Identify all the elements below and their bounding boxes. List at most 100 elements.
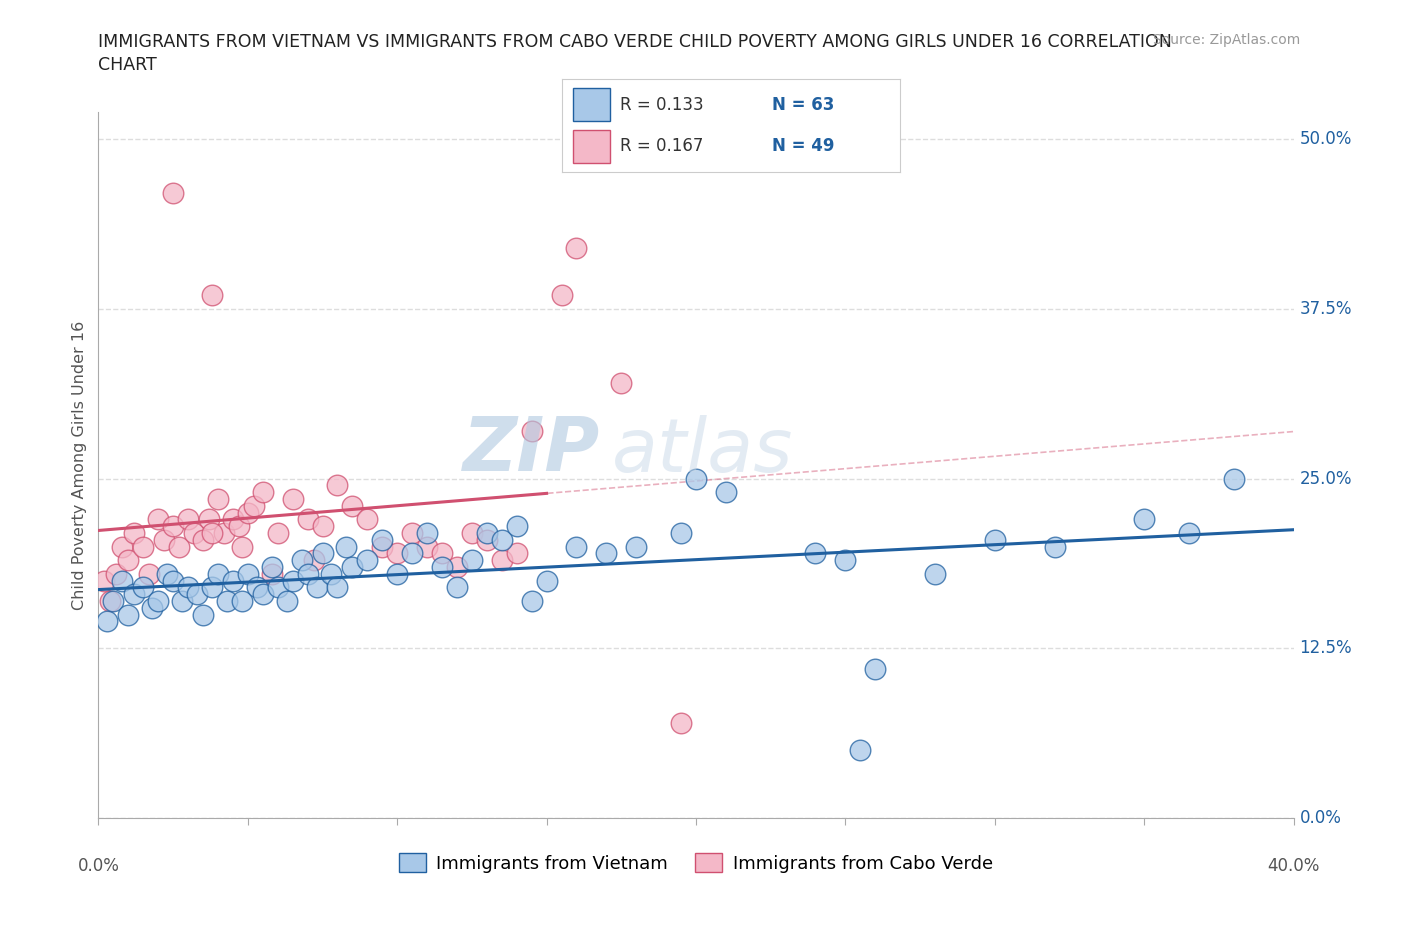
Point: [669, 716, 692, 731]
Point: [281, 573, 304, 588]
Point: [246, 580, 269, 595]
Point: [430, 560, 453, 575]
Point: [416, 525, 439, 540]
Point: [167, 539, 190, 554]
Point: [201, 287, 224, 302]
Point: [506, 546, 529, 561]
Point: [291, 552, 314, 567]
Point: [1043, 539, 1066, 554]
Point: [117, 607, 139, 622]
Point: [610, 376, 633, 391]
Point: [321, 566, 343, 581]
Text: 0.0%: 0.0%: [77, 857, 120, 875]
Point: [401, 546, 423, 561]
Point: [446, 560, 468, 575]
Bar: [572, 88, 610, 121]
Point: [550, 287, 572, 302]
Point: [430, 546, 453, 561]
Point: [96, 614, 118, 629]
Point: [401, 525, 423, 540]
Point: [215, 593, 238, 608]
Point: [132, 539, 155, 554]
Point: [924, 566, 946, 581]
Point: [105, 566, 128, 581]
Point: [177, 580, 200, 595]
Point: [342, 498, 364, 513]
Point: [416, 539, 439, 554]
Point: [536, 573, 558, 588]
Point: [297, 566, 319, 581]
Point: [461, 552, 484, 567]
Point: [1223, 472, 1246, 486]
Point: [138, 566, 160, 581]
Point: [302, 552, 325, 567]
Point: [491, 552, 513, 567]
Point: [281, 492, 304, 507]
Point: [475, 525, 498, 540]
Point: [520, 423, 543, 438]
Point: [117, 552, 139, 567]
Point: [326, 580, 349, 595]
Point: [267, 525, 290, 540]
Point: [153, 532, 176, 547]
Point: [231, 593, 253, 608]
Point: [162, 186, 184, 201]
Point: [124, 587, 146, 602]
Point: [276, 593, 298, 608]
Point: [385, 566, 409, 581]
Point: [162, 519, 184, 534]
Y-axis label: Child Poverty Among Girls Under 16: Child Poverty Among Girls Under 16: [72, 320, 87, 610]
Point: [446, 580, 468, 595]
Point: [984, 532, 1007, 547]
Legend: Immigrants from Vietnam, Immigrants from Cabo Verde: Immigrants from Vietnam, Immigrants from…: [391, 846, 1001, 880]
Point: [335, 539, 357, 554]
Point: [98, 593, 122, 608]
Text: R = 0.133: R = 0.133: [620, 96, 703, 113]
Point: [491, 532, 513, 547]
Point: [834, 552, 856, 567]
Point: [177, 512, 200, 526]
Point: [305, 580, 328, 595]
Point: [371, 539, 394, 554]
Point: [103, 593, 125, 608]
Point: [186, 587, 208, 602]
Text: 0.0%: 0.0%: [1299, 809, 1341, 828]
Point: [212, 525, 235, 540]
Point: [565, 539, 588, 554]
Text: IMMIGRANTS FROM VIETNAM VS IMMIGRANTS FROM CABO VERDE CHILD POVERTY AMONG GIRLS : IMMIGRANTS FROM VIETNAM VS IMMIGRANTS FR…: [98, 33, 1173, 50]
Text: Source: ZipAtlas.com: Source: ZipAtlas.com: [1153, 33, 1301, 46]
Point: [228, 519, 250, 534]
Point: [1133, 512, 1156, 526]
Point: [849, 743, 872, 758]
Point: [565, 240, 588, 255]
Point: [461, 525, 484, 540]
Point: [714, 485, 737, 499]
Point: [132, 580, 155, 595]
Point: [222, 512, 245, 526]
Point: [198, 512, 221, 526]
Point: [297, 512, 319, 526]
Text: 50.0%: 50.0%: [1299, 130, 1353, 148]
Point: [148, 512, 170, 526]
Point: [260, 566, 283, 581]
Point: [804, 546, 827, 561]
Point: [231, 539, 253, 554]
Text: 12.5%: 12.5%: [1299, 640, 1353, 658]
Text: ZIP: ZIP: [463, 415, 600, 487]
Point: [148, 593, 170, 608]
Point: [191, 607, 214, 622]
Point: [595, 546, 617, 561]
Point: [141, 600, 163, 615]
Text: 40.0%: 40.0%: [1267, 857, 1320, 875]
Point: [207, 566, 229, 581]
Point: [111, 573, 134, 588]
Bar: [572, 130, 610, 163]
Point: [93, 573, 115, 588]
Point: [236, 505, 259, 520]
Point: [222, 573, 245, 588]
Text: atlas: atlas: [613, 415, 794, 487]
Text: N = 63: N = 63: [772, 96, 834, 113]
Point: [311, 546, 333, 561]
Point: [183, 525, 205, 540]
Point: [356, 552, 378, 567]
